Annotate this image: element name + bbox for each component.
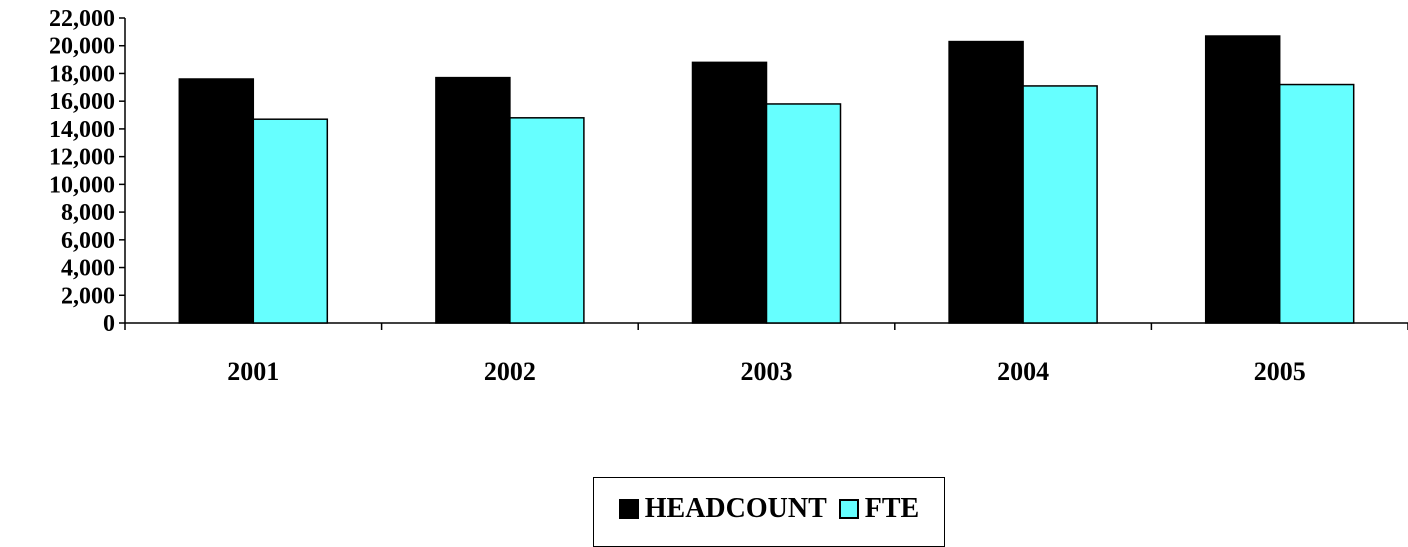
x-category-label: 2002 (484, 357, 536, 386)
legend: HEADCOUNT FTE (593, 477, 945, 547)
y-tick-label: 0 (103, 311, 115, 337)
y-tick-label: 16,000 (49, 89, 115, 115)
bar-fte-2001 (252, 118, 329, 324)
y-tick-label: 4,000 (61, 256, 115, 282)
bar-fte-2004 (1022, 85, 1098, 324)
bar-chart: 02,0004,0006,0008,00010,00012,00014,0001… (49, 6, 1408, 386)
y-tick-label: 18,000 (49, 61, 115, 87)
x-category-label: 2001 (227, 357, 279, 386)
y-axis: 02,0004,0006,0008,00010,00012,00014,0001… (49, 6, 126, 337)
y-tick-label: 20,000 (49, 34, 115, 60)
y-tick-label: 12,000 (49, 145, 115, 171)
y-tick-label: 22,000 (49, 6, 115, 32)
bar-fte-2003 (765, 103, 842, 324)
bar-fte-2002 (509, 117, 585, 324)
x-category-label: 2004 (997, 357, 1049, 386)
bar-headcount-2004 (948, 40, 1024, 324)
y-tick-label: 8,000 (61, 200, 115, 226)
bars (178, 35, 1355, 324)
y-tick-label: 14,000 (49, 117, 115, 143)
x-axis: 2001 2002 2003 2004 2005 (124, 322, 1408, 386)
x-category-label: 2003 (741, 357, 793, 386)
y-tick-label: 10,000 (49, 172, 115, 198)
legend-label-headcount: HEADCOUNT (644, 493, 827, 524)
legend-item-fte: FTE (838, 493, 920, 524)
bar-fte-2005 (1278, 83, 1355, 324)
x-category-label: 2005 (1254, 357, 1306, 386)
legend-label-fte: FTE (864, 493, 920, 524)
y-tick-label: 6,000 (61, 228, 115, 254)
bar-headcount-2001 (178, 78, 255, 324)
legend-swatch-headcount (618, 499, 639, 519)
bar-headcount-2002 (435, 76, 511, 324)
legend-swatch-fte (838, 499, 859, 519)
legend-item-headcount: HEADCOUNT (618, 493, 827, 524)
bar-headcount-2003 (691, 61, 768, 324)
y-tick-label: 2,000 (61, 283, 115, 309)
bar-headcount-2005 (1204, 35, 1281, 324)
